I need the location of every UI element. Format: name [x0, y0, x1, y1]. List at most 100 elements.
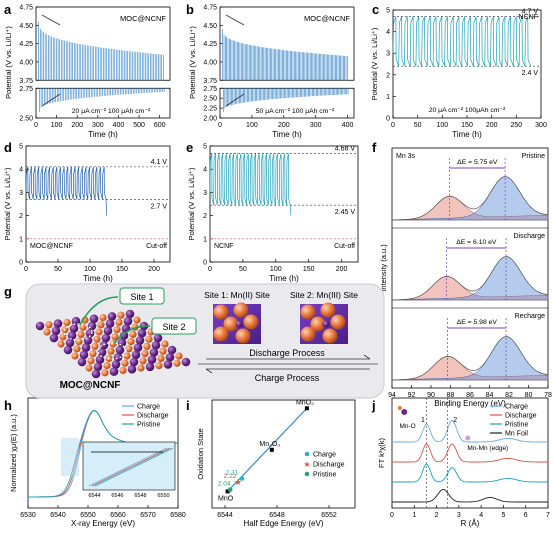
c-ytick-label: 5	[386, 8, 390, 15]
b-bottom-ytick-label: 2.25	[203, 106, 217, 113]
lattice-mn-sphere	[51, 326, 61, 336]
j-xtick-label: 3	[457, 512, 461, 519]
i-xtick-label: 6552	[321, 512, 337, 519]
j-xtick-label: 0	[390, 512, 394, 519]
j-xtick-label: 6	[524, 512, 528, 519]
lattice-mn-sphere	[163, 360, 173, 369]
f-envelope-pristine	[391, 176, 549, 221]
site2-marker	[97, 342, 127, 360]
site1img-o-sphere	[235, 328, 251, 344]
lattice-o-sphere	[71, 352, 79, 360]
d-voltage-trace	[25, 166, 107, 216]
b-xtick-label: 200	[278, 122, 290, 129]
d-cutoff-label: Cut-off	[146, 243, 167, 250]
j-legend-label: Discharge	[505, 413, 537, 420]
lattice-o-sphere	[127, 338, 135, 346]
j-xtick-label: 4	[479, 512, 483, 519]
e-xtick-label: 50	[239, 266, 247, 273]
b-top-ytick-label: 4.50	[203, 23, 217, 30]
lattice-o-sphere	[97, 321, 105, 329]
lattice-mn-sphere	[105, 319, 115, 328]
panel-label-j: j	[371, 398, 376, 413]
lattice-mn-sphere	[135, 336, 145, 345]
c-xtick-label: 150	[461, 122, 473, 129]
j-frame	[391, 397, 549, 509]
a-top-ytick-label: 3.75	[19, 78, 33, 85]
chart-i: 6544 6548 6552MnOMn₂O₃MnO₂2.31Charge★2.22★…	[196, 399, 356, 528]
lattice-o-sphere	[123, 352, 131, 360]
lattice-o-sphere	[173, 359, 181, 367]
f-envelope-recharge	[391, 336, 549, 381]
d-ytick-label: 1	[19, 236, 23, 243]
lattice-o-sphere	[145, 335, 153, 343]
chart-b: 3.75 4.00 4.25 4.50 4.75 2.00 2.25 2.50 2.75 0 100…	[188, 5, 355, 139]
lattice-mn-sphere	[113, 352, 123, 362]
c-voltage-trace	[392, 16, 531, 67]
d-xtick-label: 50	[54, 266, 62, 273]
b-xtick-label: 100	[246, 122, 258, 129]
lattice-o-sphere	[99, 314, 107, 322]
site2-arrow	[113, 325, 151, 345]
j-peak-label-1: 1	[421, 417, 425, 424]
e-voltage-trace	[209, 153, 292, 216]
h-inset-line-discharge	[91, 447, 171, 487]
site2img-mn-center	[322, 320, 330, 328]
lattice-mn-sphere	[63, 345, 73, 355]
i-sample-value: 2.31	[226, 470, 239, 477]
h-legend-label: Discharge	[137, 413, 169, 420]
lattice-mn-sphere	[97, 348, 107, 357]
lattice-mn-sphere	[117, 338, 127, 348]
e-xtick-label: 0	[208, 266, 212, 273]
lattice-o-sphere	[63, 318, 71, 326]
a-xlabel: Time (h)	[88, 130, 118, 139]
j-legend-label: Mn Foil	[505, 431, 528, 438]
i-xtick-label: 6548	[269, 512, 285, 519]
h-inset-tick: 6550	[157, 493, 169, 499]
site2-label: Site 2	[162, 322, 185, 332]
charts-layer: 3.754.004.254.504.752.502.750 100 200 300 40…	[3, 5, 552, 529]
lattice-mn-sphere	[89, 314, 99, 324]
discharge-arrow	[206, 354, 371, 360]
b-bottom-ytick-label: 2.00	[203, 116, 217, 123]
h-xtick-label: 6530	[20, 512, 36, 519]
chart-f: 94 92 90 88 86 84 82 80 78 ΔE = 5.75 eV Pristine ΔE…	[379, 147, 552, 408]
e-cutoff-label: Cut-off	[334, 243, 355, 250]
e-ytick-label: 3	[203, 190, 207, 197]
b-xtick-label: 300	[310, 122, 322, 129]
j-structure-o	[397, 406, 402, 410]
site2-box	[151, 317, 197, 335]
a-xtick-label: 500	[133, 122, 145, 129]
a-bottom-ytick-label: 2.75	[19, 86, 33, 93]
d-ylabel: Potential (V vs. Li/Li⁺)	[3, 167, 12, 240]
a-top-ytick-label: 4.75	[19, 5, 33, 12]
lattice-mn-sphere	[81, 343, 91, 352]
d-ytick-label: 0	[19, 260, 23, 267]
j-series-pristine	[392, 463, 548, 483]
h-inset-tick: 6544	[88, 493, 100, 499]
c-xtick-label: 50	[414, 122, 422, 129]
c-lower-label: 2.4 V	[522, 70, 539, 77]
c-ytick-label: 4	[386, 29, 390, 36]
i-legend-marker	[304, 451, 310, 457]
b-ylabel: Potential (V vs. Li/Li⁺)	[188, 26, 197, 99]
h-xlabel: X-ray Energy (eV)	[71, 519, 135, 528]
j-structure-mno	[401, 409, 408, 415]
e-ytick-label: 5	[203, 144, 207, 151]
j-series-discharge	[392, 443, 548, 463]
c-upper-label: 4.7 V	[522, 8, 539, 15]
lattice-o-sphere	[43, 328, 51, 336]
i-reference-point	[269, 447, 274, 452]
i-reference-label: MnO₂	[296, 399, 314, 406]
j-ylabel: FT k³χ(k)	[377, 437, 386, 468]
h-inset-line-pristine	[94, 447, 174, 487]
site1-box	[119, 287, 165, 305]
f-delta-label: ΔE = 5.98 eV	[457, 319, 498, 326]
lattice-o-sphere	[57, 340, 65, 348]
d-ytick-label: 2	[19, 213, 23, 220]
lattice-o-sphere	[143, 342, 151, 350]
c-ytick-label: 2	[386, 72, 390, 79]
lattice-mn-sphere	[107, 312, 117, 321]
j-xtick-label: 1	[412, 512, 416, 519]
c-legend: NCNF	[519, 14, 538, 21]
